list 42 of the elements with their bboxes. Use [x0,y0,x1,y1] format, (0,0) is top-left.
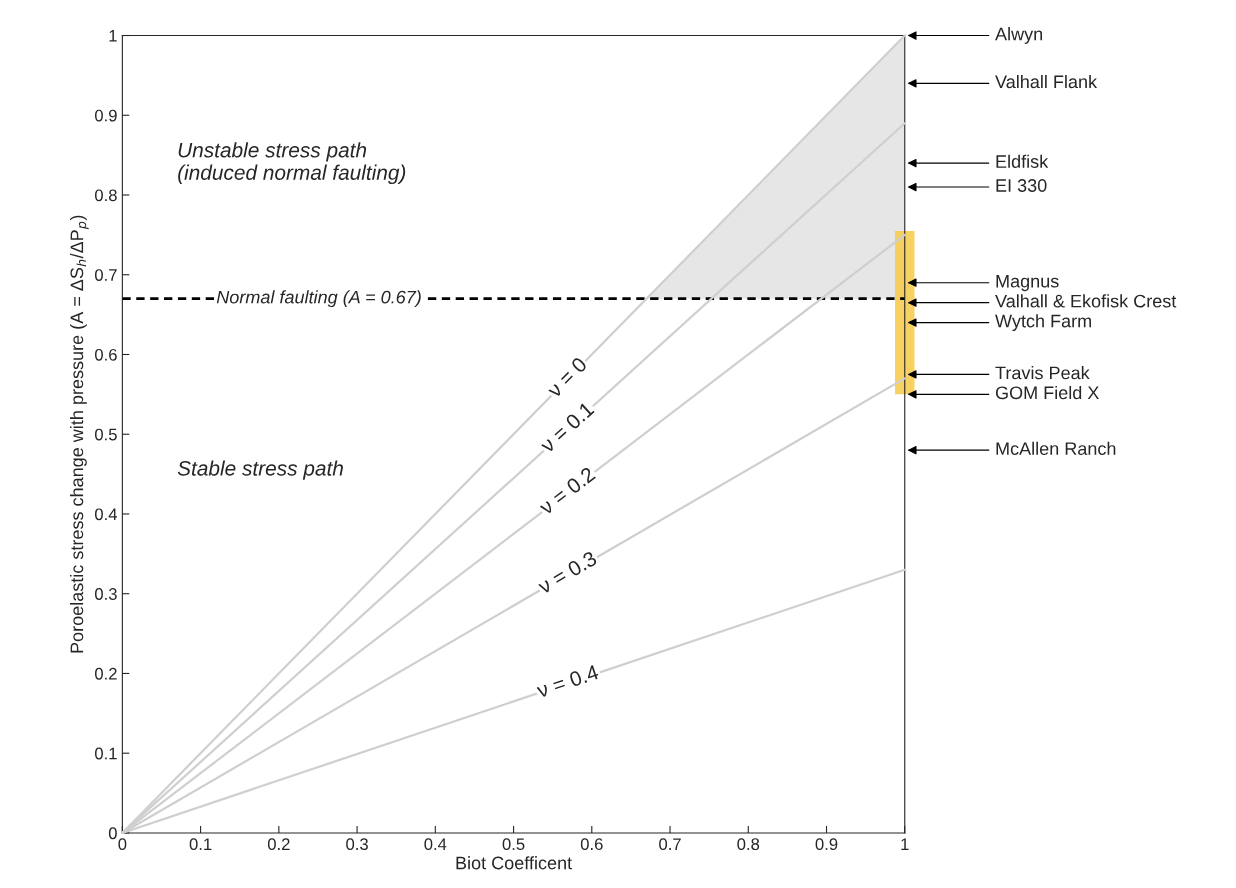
x-tick-label: 0 [118,838,127,851]
y-tick-label: 0.1 [94,747,117,760]
text: ν = 0.4 [535,664,600,699]
y-tick-label: 0.6 [94,348,117,361]
x-axis-title: Biot Coefficent [456,856,572,870]
text: ν = 0 [545,356,588,399]
text: Valhall & Ekofisk Crest [995,294,1177,308]
text: ν = 0.1 [538,401,595,454]
x-tick-label: 0.3 [346,838,368,851]
x-tick-label: 0.8 [737,838,760,851]
text: Eldfisk [996,154,1049,168]
y-tick-label: 0.5 [94,428,117,441]
text: EI 330 [996,179,1047,192]
ref-line-label: Normal faulting (A = 0.67) [216,290,421,308]
x-tick-label: 0.1 [189,838,212,851]
y-tick-label: 0.9 [94,109,117,122]
text: Travis Peak [995,366,1090,380]
text: ν = 0.3 [536,550,598,595]
text: Wytch Farm [995,314,1091,332]
y-tick-label: 0.3 [94,588,117,600]
y-tick-label: 1 [109,30,117,42]
x-tick-label: 0.7 [659,838,681,851]
y-axis-title: Poroelastic stress change with pressure (A = ΔS$_{h}$/ΔP$_{p}$) [70,215,89,653]
annotation: Stable stress path [177,460,343,480]
x-tick-label: 0.5 [502,838,525,851]
text: GOM Field X [995,385,1099,400]
x-tick-label: 0.4 [424,838,447,851]
annotation: Unstable stress path (induced normal faulting) [178,142,406,185]
x-tick-label: 1 [901,838,909,850]
text: McAllen Ranch [996,441,1116,456]
y-tick-label: 0.2 [94,667,117,680]
y-tick-label: 0.4 [94,508,118,521]
y-tick-label: 0.7 [94,269,117,281]
x-tick-label: 0.9 [815,838,838,851]
text: Alwyn [995,27,1043,44]
x-tick-label: 0.6 [580,838,603,851]
y-tick-label: 0 [108,827,117,840]
y-tick-label: 0.8 [94,189,117,202]
text: Valhall Flank [995,74,1098,89]
text: Magnus [996,274,1059,292]
x-tick-label: 0.2 [267,838,290,851]
text: ν = 0.2 [537,466,596,516]
